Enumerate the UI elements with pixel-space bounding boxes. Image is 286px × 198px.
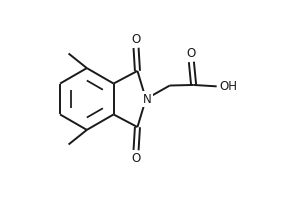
Text: O: O bbox=[132, 33, 141, 46]
Text: OH: OH bbox=[219, 80, 237, 93]
Text: O: O bbox=[132, 152, 141, 165]
Text: O: O bbox=[187, 47, 196, 60]
Text: N: N bbox=[143, 92, 152, 106]
